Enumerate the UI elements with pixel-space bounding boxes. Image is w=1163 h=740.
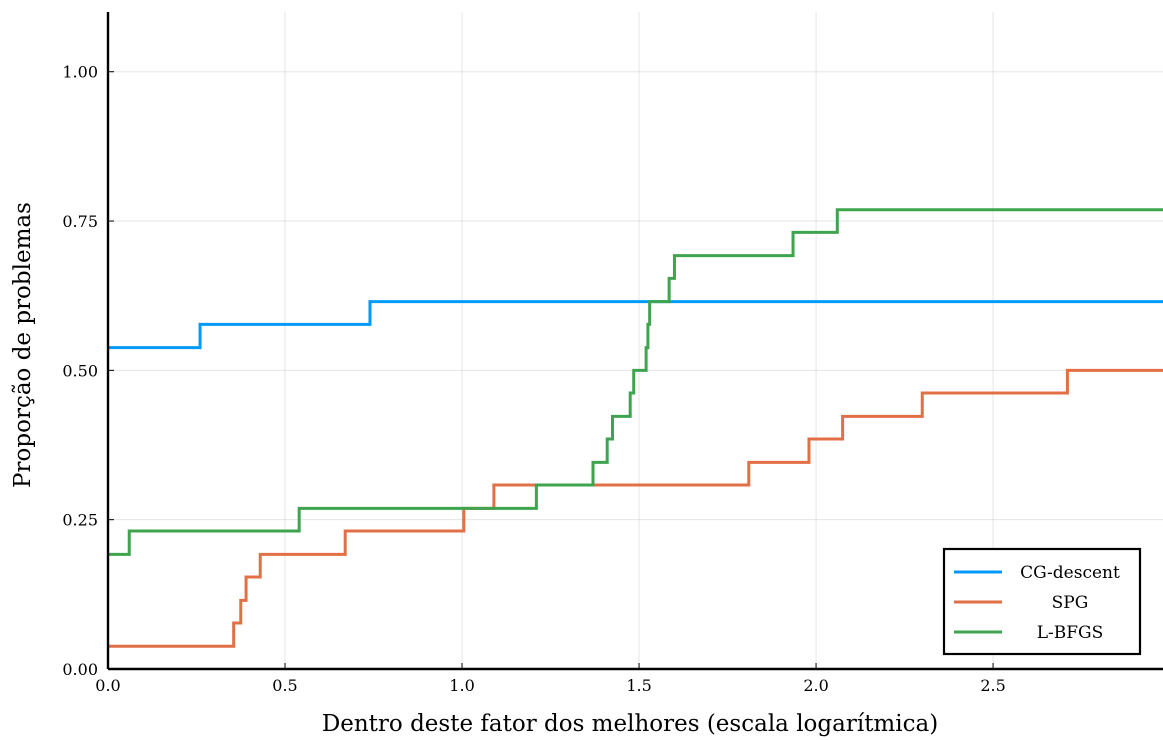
x-tick-label: 0.0 bbox=[95, 676, 120, 695]
x-tick-label: 2.0 bbox=[803, 676, 828, 695]
x-tick-label: 1.5 bbox=[626, 676, 651, 695]
axes bbox=[106, 12, 1163, 671]
series-line-l-bfgs bbox=[108, 208, 1163, 556]
x-tick-label: 2.5 bbox=[980, 676, 1005, 695]
x-tick-label: 1.0 bbox=[449, 676, 474, 695]
y-tick-label: 0.50 bbox=[62, 361, 98, 380]
y-ticks: 0.00 0.25 0.50 0.75 1.00 bbox=[62, 63, 114, 679]
y-tick-label: 0.00 bbox=[62, 660, 98, 679]
x-ticks: 0.0 0.5 1.0 1.5 2.0 2.5 bbox=[95, 663, 1006, 695]
y-axis-title: Proporção de problemas bbox=[10, 202, 36, 488]
legend: CG-descent SPG L-BFGS bbox=[942, 547, 1142, 656]
y-tick-label: 0.25 bbox=[62, 511, 98, 530]
series-line-cg-descent bbox=[108, 300, 1163, 350]
y-tick-label: 1.00 bbox=[62, 63, 98, 82]
legend-label-l-bfgs: L-BFGS bbox=[1037, 623, 1104, 643]
legend-label-cg-descent: CG-descent bbox=[1020, 563, 1120, 583]
y-tick-label: 0.75 bbox=[62, 212, 98, 231]
legend-label-spg: SPG bbox=[1052, 593, 1089, 613]
series-group bbox=[108, 208, 1163, 648]
x-axis-title: Dentro deste fator dos melhores (escala … bbox=[322, 711, 938, 737]
x-tick-label: 0.5 bbox=[272, 676, 297, 695]
